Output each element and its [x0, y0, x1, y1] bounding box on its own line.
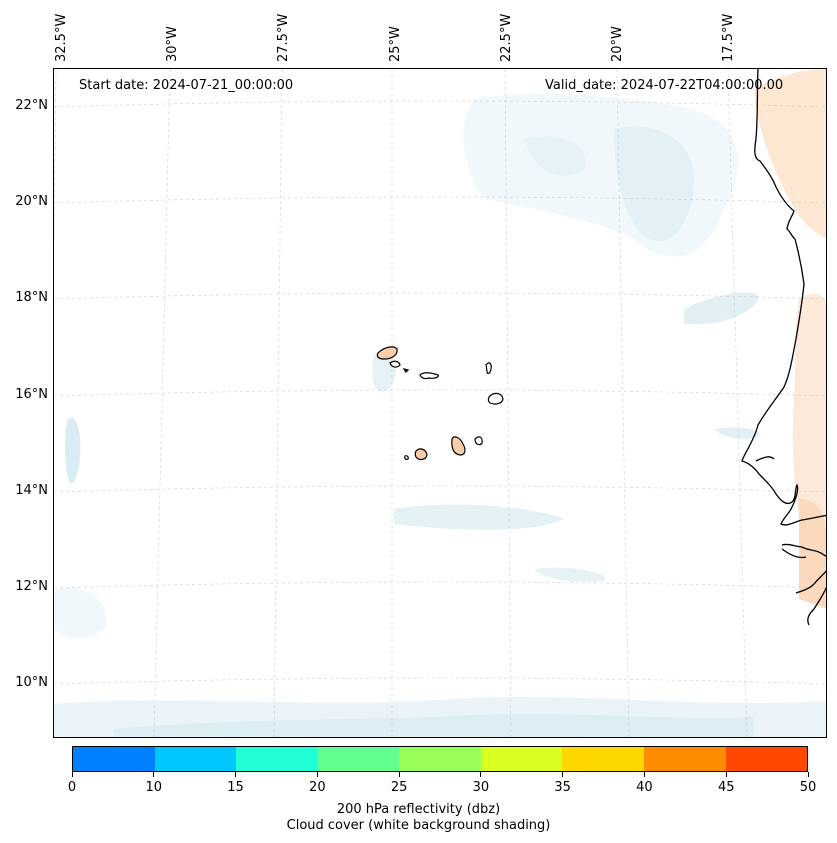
- coastline-gambia: [781, 548, 807, 559]
- colorbar-segment: [154, 747, 237, 771]
- colorbar-segment: [236, 747, 318, 771]
- cloud-patch-18n: [684, 292, 759, 325]
- map-canvas: [54, 69, 826, 737]
- colorbar-tick-label: 10: [145, 780, 163, 795]
- colorbar-tick-label: 40: [636, 780, 653, 795]
- parallel-16n: [54, 389, 826, 397]
- meridian-32-5w: [54, 69, 57, 262]
- island-brava: [404, 455, 409, 460]
- cloud-band-12n: [534, 567, 606, 582]
- land-shading: [754, 69, 826, 609]
- island-fogo: [414, 448, 428, 461]
- colorbar-tick: [562, 772, 564, 777]
- cloud-cover-shading: [54, 93, 826, 737]
- cloud-strip-west: [65, 418, 81, 483]
- island-santo-antao: [376, 346, 398, 360]
- colorbar-tick: [71, 772, 73, 777]
- graticule: [54, 69, 826, 737]
- lon-label-25w: 25°W: [388, 26, 403, 62]
- parallel-20n: [54, 196, 826, 204]
- colorbar-tick-label: 50: [799, 780, 817, 795]
- lat-label-18n: 18°N: [15, 290, 48, 305]
- island-sao-vicente: [389, 360, 401, 368]
- lon-label-22-5w: 22.5°W: [499, 13, 514, 62]
- colorbar-tick: [807, 772, 809, 777]
- start-date-label: Start date: 2024-07-21_00:00:00: [79, 78, 294, 93]
- reflectivity-colorbar: [72, 746, 808, 772]
- coastline-africa: [741, 69, 826, 526]
- lat-label-22n: 22°N: [15, 98, 48, 113]
- valid-date-label: Valid_date: 2024-07-22T04:00:00.00: [545, 78, 784, 93]
- colorbar-segment: [562, 747, 644, 771]
- colorbar-segment: [725, 747, 808, 771]
- colorbar-tick: [480, 772, 482, 777]
- lat-label-20n: 20°N: [15, 194, 48, 209]
- colorbar-tick: [316, 772, 318, 777]
- island-santa-luzia: [402, 368, 410, 373]
- colorbar-tick-label: 30: [472, 780, 490, 795]
- parallel-14n: [54, 485, 826, 493]
- meridian-30w: [153, 69, 171, 737]
- meridian-27-5w: [273, 69, 283, 737]
- lat-label-14n: 14°N: [15, 483, 48, 498]
- lon-label-17-5w: 17.5°W: [721, 13, 736, 62]
- warm-shading-north-coast: [754, 69, 826, 239]
- colorbar-tick-label: 0: [67, 780, 77, 795]
- island-maio: [474, 436, 483, 446]
- coastline-dakar: [755, 456, 775, 462]
- colorbar-title: 200 hPa reflectivity (dbz): [336, 802, 501, 817]
- colorbar-tick: [725, 772, 727, 777]
- lat-label-16n: 16°N: [15, 387, 48, 402]
- lon-label-32-5w: 32.5°W: [54, 13, 69, 62]
- lon-label-20w: 20°W: [610, 26, 625, 62]
- cloud-band-13n: [394, 504, 564, 530]
- colorbar-segment: [643, 747, 726, 771]
- cloud-wisp-left: [54, 588, 106, 639]
- coastline: [741, 69, 826, 626]
- lat-label-12n: 12°N: [15, 579, 48, 594]
- colorbar-tick: [153, 772, 155, 777]
- parallel-10n: [54, 677, 826, 685]
- lon-label-27-5w: 27.5°W: [276, 13, 291, 62]
- cloud-wisp-east: [714, 427, 760, 439]
- colorbar-segment: [399, 747, 481, 771]
- island-boa-vista: [487, 392, 504, 405]
- cloud-streak-north: [524, 136, 586, 176]
- colorbar-tick-label: 45: [717, 780, 735, 795]
- parallel-12n: [54, 581, 826, 589]
- meridian-17-5w: [727, 69, 748, 737]
- colorbar-tick: [398, 772, 400, 777]
- colorbar-segment: [317, 747, 400, 771]
- lat-label-10n: 10°N: [15, 675, 48, 690]
- colorbar-tick-label: 25: [390, 780, 408, 795]
- island-sal: [485, 362, 492, 375]
- parallel-18n: [54, 292, 826, 300]
- meridian-20w: [616, 69, 630, 737]
- meridian-22-5w: [504, 69, 512, 737]
- colorbar-subtitle: Cloud cover (white background shading): [286, 818, 551, 833]
- coastline-gulf: [795, 570, 826, 594]
- coastline-guinea: [807, 587, 826, 626]
- cloud-band-north: [463, 93, 738, 257]
- island-santiago: [451, 436, 466, 456]
- colorbar-tick: [643, 772, 645, 777]
- colorbar-tick-label: 20: [309, 780, 326, 795]
- map-panel[interactable]: [53, 68, 827, 738]
- island-sao-nicolau: [419, 372, 439, 380]
- colorbar-segment: [73, 747, 155, 771]
- colorbar-tick: [235, 772, 237, 777]
- parallel-22n: [54, 100, 826, 108]
- coastline-senegal-river: [781, 543, 826, 558]
- colorbar-tick-label: 15: [227, 780, 244, 795]
- lon-label-30w: 30°W: [165, 26, 180, 62]
- cape-verde-islands: [376, 346, 504, 461]
- colorbar-segment: [480, 747, 563, 771]
- warm-shading-southeast: [799, 499, 826, 609]
- colorbar-tick-label: 35: [554, 780, 571, 795]
- cloud-core-north: [614, 126, 694, 241]
